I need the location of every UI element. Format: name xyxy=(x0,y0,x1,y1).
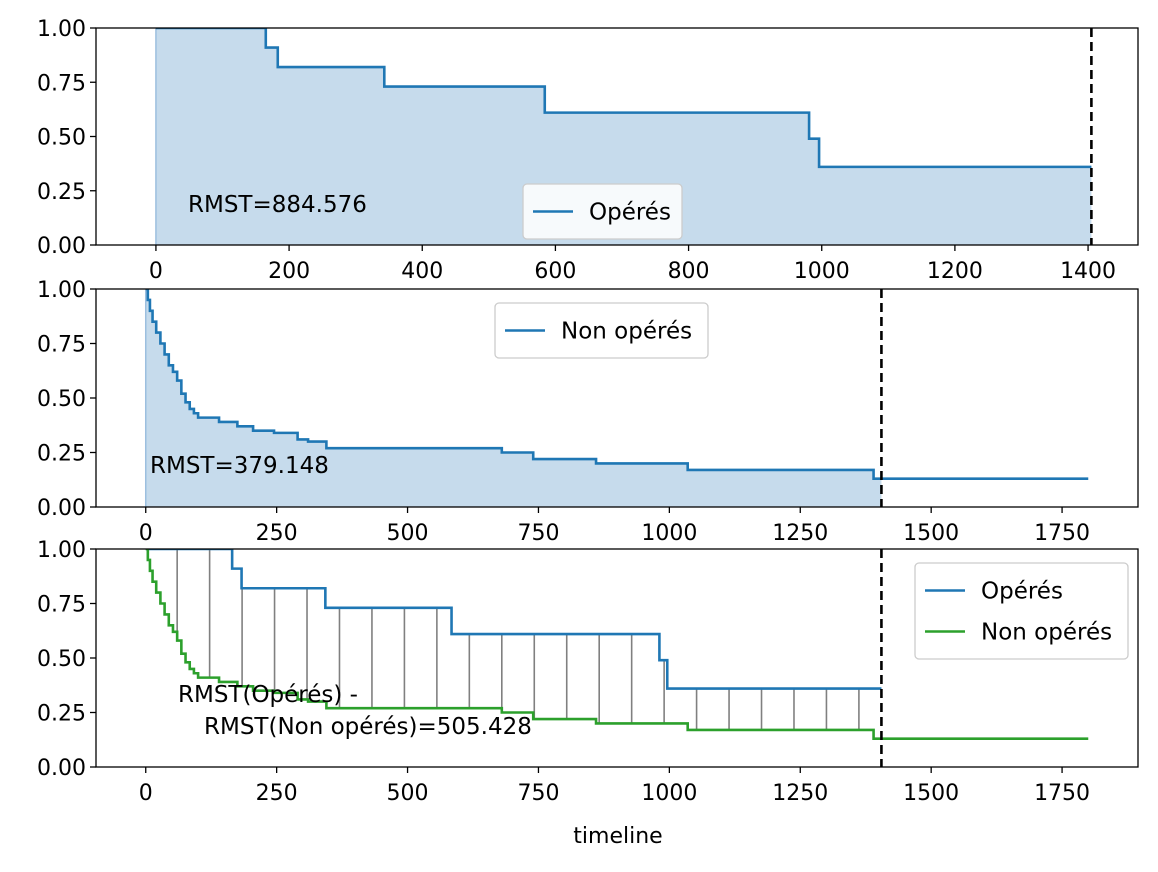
legend-label: Opérés xyxy=(589,200,671,226)
rmst-annotation: RMST(Non opérés)=505.428 xyxy=(204,714,532,740)
y-tick-label: 0.75 xyxy=(37,593,86,618)
x-tick-label: 600 xyxy=(534,259,576,284)
rmst-area xyxy=(155,28,1092,245)
x-tick-label: 1200 xyxy=(927,259,983,284)
x-tick-label: 1250 xyxy=(772,521,828,546)
x-tick-label: 1500 xyxy=(903,781,959,806)
x-tick-label: 800 xyxy=(668,259,710,284)
survival-curve xyxy=(145,549,882,690)
x-tick-label: 500 xyxy=(387,521,429,546)
y-tick-label: 0.00 xyxy=(37,234,86,259)
y-tick-label: 1.00 xyxy=(37,278,86,303)
legend-box xyxy=(914,562,1129,660)
y-tick-label: 0.25 xyxy=(37,180,86,205)
rmst-non-operes-panel: 0 250 500 750 1000 1250 1500 1750 0.00 0.25 0.50 0.… xyxy=(37,278,1139,546)
rmst-difference-panel: 0 250 500 750 1000 1250 1500 1750 0.00 0.25 0.50 0.… xyxy=(37,538,1139,806)
x-tick-label: 1400 xyxy=(1060,259,1116,284)
x-tick-label: 400 xyxy=(401,259,443,284)
rmst-operes-panel: 0 200 400 600 800 1000 1200 1400 0.00 0.25 0.50 0.7… xyxy=(37,17,1139,284)
x-tick-label: 1250 xyxy=(772,781,828,806)
x-tick-label: 1000 xyxy=(794,259,850,284)
x-tick-label: 1000 xyxy=(641,521,697,546)
y-tick-label: 0.25 xyxy=(37,442,86,467)
x-tick-label: 1750 xyxy=(1034,521,1090,546)
survival-curve xyxy=(145,289,1089,480)
x-axis-label: timeline xyxy=(573,824,662,849)
x-tick-label: 500 xyxy=(387,781,429,806)
x-tick-label: 1750 xyxy=(1034,781,1090,806)
rmst-annotation: RMST=379.148 xyxy=(150,453,329,479)
legend-label: Non opérés xyxy=(561,319,692,345)
rmst-annotation: RMST=884.576 xyxy=(188,192,367,218)
x-tick-label: 250 xyxy=(256,521,298,546)
y-tick-label: 1.00 xyxy=(37,17,86,42)
y-tick-label: 0.50 xyxy=(37,126,86,151)
y-tick-label: 1.00 xyxy=(37,538,86,563)
legend-label: Opérés xyxy=(981,579,1063,605)
y-tick-label: 0.00 xyxy=(37,756,86,781)
legend-box xyxy=(522,183,683,240)
rmst-annotation: RMST(Opérés) - xyxy=(178,682,358,708)
y-tick-label: 0.75 xyxy=(37,71,86,96)
x-tick-label: 1500 xyxy=(903,521,959,546)
rmst-area xyxy=(145,289,882,507)
survival-curve xyxy=(155,28,1092,169)
x-tick-label: 0 xyxy=(139,521,153,546)
x-tick-label: 0 xyxy=(149,259,163,284)
x-tick-label: 1000 xyxy=(641,781,697,806)
y-tick-label: 0.00 xyxy=(37,496,86,521)
legend-label: Non opérés xyxy=(981,620,1112,646)
plot-area xyxy=(144,289,1089,507)
plot-area xyxy=(155,28,1092,245)
legend-box xyxy=(494,302,709,359)
y-tick-label: 0.25 xyxy=(37,702,86,727)
survival-curve xyxy=(145,549,1089,740)
y-tick-label: 0.75 xyxy=(37,333,86,358)
y-tick-label: 0.50 xyxy=(37,387,86,412)
x-tick-label: 250 xyxy=(256,781,298,806)
x-tick-label: 200 xyxy=(268,259,310,284)
plot-area xyxy=(145,549,1089,740)
x-tick-label: 0 xyxy=(139,781,153,806)
x-tick-label: 750 xyxy=(517,521,559,546)
y-tick-label: 0.50 xyxy=(37,647,86,672)
x-tick-label: 750 xyxy=(517,781,559,806)
